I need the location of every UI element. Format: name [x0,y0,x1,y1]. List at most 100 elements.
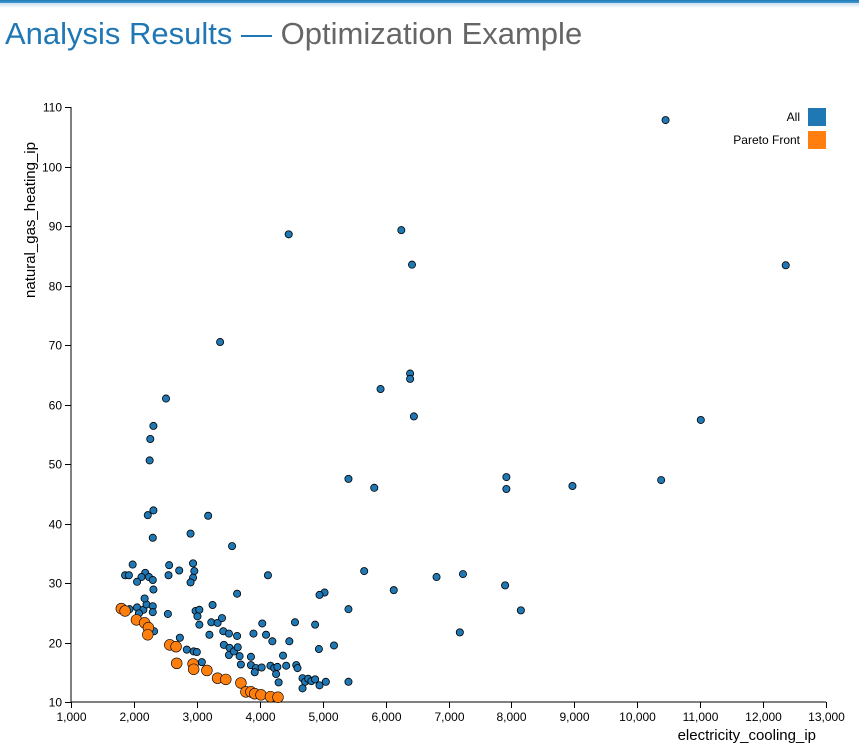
axes: 1,000 2,000 3,000 4,000 5,000 6,000 7,000 8,000… [42,101,845,725]
point-all [279,651,288,660]
point-all [696,415,705,424]
point-all [233,631,242,640]
y-tick-label: 20 [49,637,63,651]
point-all [263,571,272,580]
point-all [175,633,184,642]
point-all [204,511,213,520]
point-all [233,589,242,598]
legend[interactable]: All Pareto Front [733,108,826,149]
point-all [148,608,157,617]
point-all [657,476,666,485]
point-all [162,394,171,403]
legend-swatch-pareto[interactable] [808,131,826,149]
point-all [133,577,142,586]
point-all [568,482,577,491]
point-all [406,374,415,383]
y-tick-label: 50 [49,458,63,472]
point-all [163,609,172,618]
point-all [502,484,511,493]
point-all [370,483,379,492]
points-layer [115,116,790,703]
point-all [258,619,267,628]
page-title-subtitle: Optimization Example [280,16,583,51]
point-all [344,605,353,614]
point-all [502,473,511,482]
y-tick-label: 40 [49,518,63,532]
point-all [192,648,201,657]
point-all [284,230,293,239]
point-all [344,677,353,686]
point-all [140,594,149,603]
y-tick-label: 70 [49,339,63,353]
point-all [224,629,233,638]
point-all [314,645,323,654]
point-all [290,618,299,627]
point-all [298,684,307,693]
point-all [273,662,282,671]
point-all [293,664,302,673]
point-all [282,661,291,670]
top-accent-shadow [0,3,859,8]
x-tick-label: 4,000 [245,710,275,724]
point-all [165,561,174,570]
point-all [257,663,266,672]
point-all [360,567,369,576]
point-all [376,385,385,394]
point-all [195,620,204,629]
y-tick-label: 30 [49,577,63,591]
point-all [315,590,324,599]
y-tick-label: 80 [49,280,63,294]
point-all [329,641,338,650]
point-all [189,559,198,568]
point-all [458,570,467,579]
point-all [186,529,195,538]
point-all [186,578,195,587]
point-all [268,637,277,646]
point-pareto [235,677,247,689]
point-all [145,456,154,465]
x-tick-label: 12,000 [745,710,782,724]
point-all [197,658,206,667]
page-title-separator: — [241,16,273,51]
point-all [661,116,670,125]
y-tick-label: 100 [42,161,62,175]
point-all [262,630,271,639]
x-tick-label: 6,000 [371,710,401,724]
point-pareto [187,663,200,675]
y-axis-title: natural_gas_heating_ip [22,142,39,298]
y-tick-label: 60 [49,399,63,413]
point-all [235,652,244,661]
x-tick-label: 11,000 [683,710,719,724]
point-all [148,533,157,542]
x-tick-label: 10,000 [619,710,656,724]
page-title-main: Analysis Results [5,16,233,51]
point-all [311,620,320,629]
point-all [149,585,158,594]
point-all [781,261,790,270]
point-all [233,643,242,652]
point-all [124,571,133,580]
point-all [311,675,320,684]
point-all [149,421,158,430]
legend-label-pareto: Pareto Front [733,133,800,147]
point-all [315,681,324,690]
point-all [228,542,237,551]
point-all [344,474,353,483]
point-all [249,629,258,638]
point-all [516,606,525,615]
point-all [216,338,225,347]
x-tick-label: 1,000 [56,710,86,724]
point-all [285,637,294,646]
point-all [236,660,245,669]
point-all [321,677,330,686]
point-pareto [170,640,182,653]
x-tick-label: 8,000 [496,710,526,724]
point-all [408,260,417,269]
legend-swatch-all[interactable] [808,108,826,126]
y-tick-label: 10 [49,696,63,710]
point-all [208,601,217,610]
point-all [193,612,202,621]
point-all [182,645,191,654]
point-pareto [201,664,213,677]
x-tick-label: 2,000 [119,710,149,724]
